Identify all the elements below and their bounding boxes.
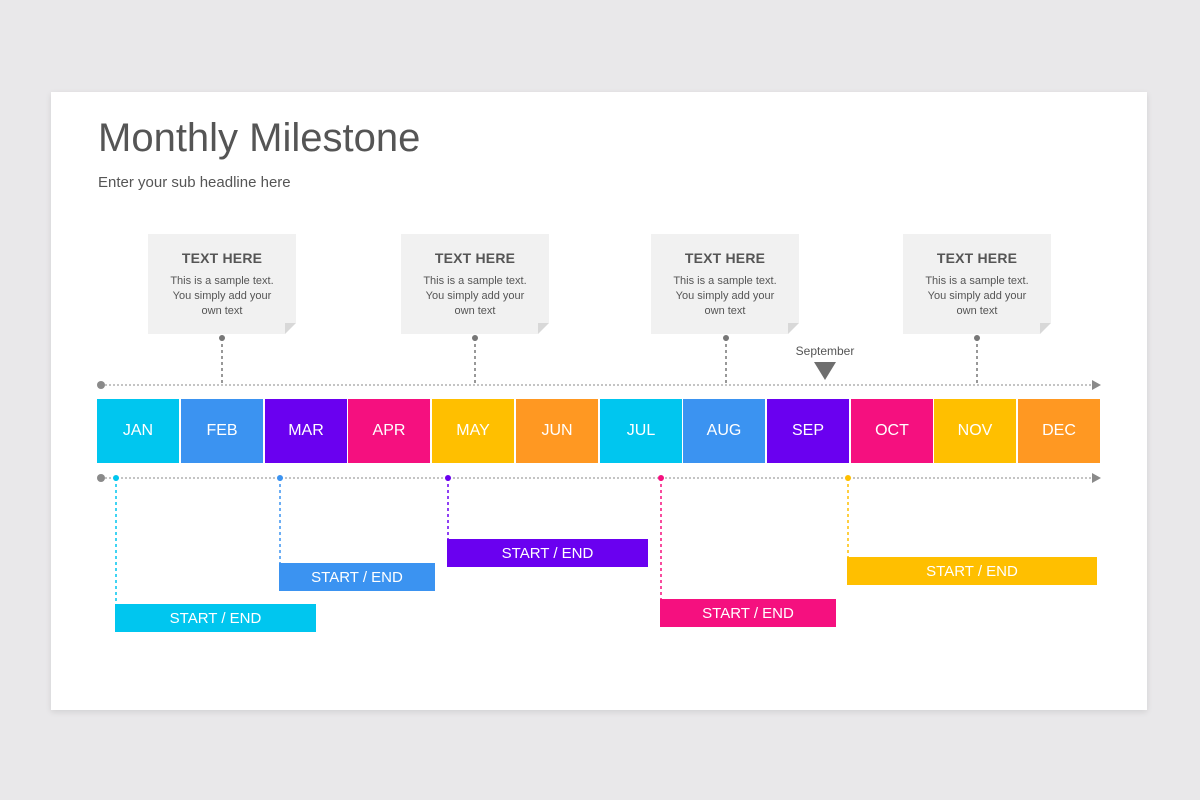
card-title: TEXT HERE (434, 250, 516, 266)
month-block-feb: FEB (181, 399, 263, 463)
slide: Monthly Milestone Enter your sub headlin… (51, 92, 1147, 710)
text-card: TEXT HERE This is a sample text. You sim… (401, 234, 549, 334)
card-title: TEXT HERE (181, 250, 263, 266)
card-connector-dot (219, 335, 225, 341)
page-fold-icon (285, 323, 296, 334)
page-fold-icon (788, 323, 799, 334)
month-block-nov: NOV (934, 399, 1016, 463)
month-block-dec: DEC (1018, 399, 1100, 463)
page-fold-icon (1040, 323, 1051, 334)
bar-connector-dot (277, 475, 283, 481)
page-title: Monthly Milestone (98, 116, 421, 160)
bar-connector-dot (113, 475, 119, 481)
bar-connector-dot (658, 475, 664, 481)
bar-connector-dot (445, 475, 451, 481)
card-body: This is a sample text. You simply add yo… (925, 275, 1029, 317)
month-block-aug: AUG (683, 399, 765, 463)
lower-timeline-arrow (1092, 473, 1101, 483)
page-fold-icon (538, 323, 549, 334)
month-block-oct: OCT (851, 399, 933, 463)
month-block-apr: APR (348, 399, 430, 463)
start-end-bar: START / END (660, 599, 836, 627)
month-block-jul: JUL (600, 399, 682, 463)
card-connector-dot (472, 335, 478, 341)
start-end-bar: START / END (447, 539, 648, 567)
card-body: This is a sample text. You simply add yo… (170, 275, 274, 317)
month-block-jun: JUN (516, 399, 598, 463)
text-card: TEXT HERE This is a sample text. You sim… (651, 234, 799, 334)
triangle-down-icon (814, 362, 836, 380)
timeline-lines (97, 335, 1101, 604)
card-title: TEXT HERE (684, 250, 766, 266)
bar-connector-dot (845, 475, 851, 481)
card-body: This is a sample text. You simply add yo… (423, 275, 527, 317)
card-body: This is a sample text. You simply add yo… (673, 275, 777, 317)
page-subtitle: Enter your sub headline here (98, 174, 291, 191)
start-end-bar: START / END (279, 563, 435, 591)
month-block-jan: JAN (97, 399, 179, 463)
month-block-mar: MAR (265, 399, 347, 463)
month-block-may: MAY (432, 399, 514, 463)
card-title: TEXT HERE (936, 250, 1018, 266)
month-block-sep: SEP (767, 399, 849, 463)
text-card: TEXT HERE This is a sample text. You sim… (148, 234, 296, 334)
upper-timeline-start-dot (97, 381, 105, 389)
text-card: TEXT HERE This is a sample text. You sim… (903, 234, 1051, 334)
card-connector-dot (723, 335, 729, 341)
marker-label: September (795, 344, 855, 358)
upper-timeline-arrow (1092, 380, 1101, 390)
lower-timeline-start-dot (97, 474, 105, 482)
start-end-bar: START / END (115, 604, 316, 632)
card-connector-dot (974, 335, 980, 341)
start-end-bar: START / END (847, 557, 1097, 585)
